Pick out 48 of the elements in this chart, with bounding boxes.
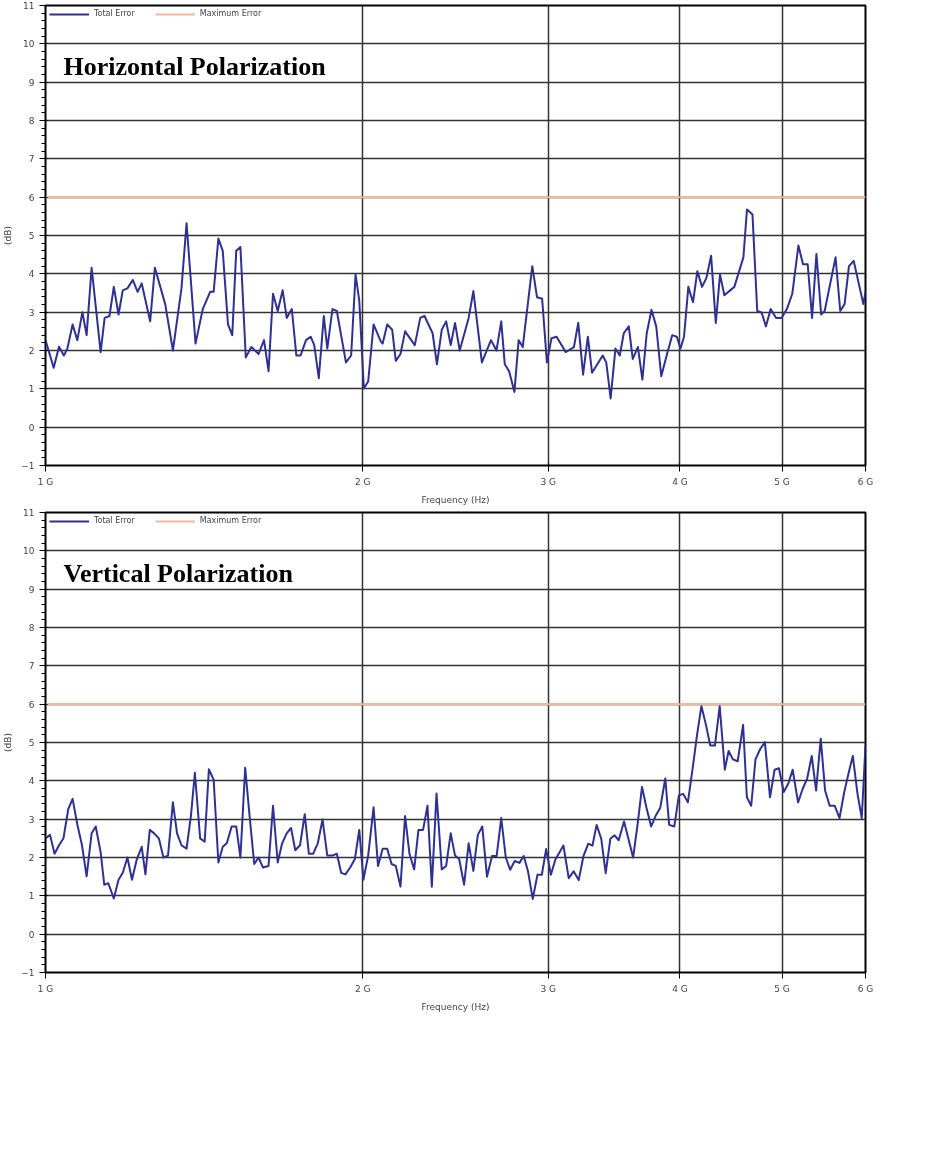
y-tick-label: 7: [28, 154, 35, 165]
x-tick-label: 1 G: [37, 983, 54, 994]
x-tick-label: 6 G: [857, 983, 874, 994]
y-tick-label: 9: [28, 584, 35, 595]
y-tick-label: 8: [28, 623, 35, 633]
x-tick-label: 5 G: [774, 983, 790, 994]
text: Vertical Polarization: [63, 558, 294, 588]
y-tick-label: 10: [23, 39, 35, 50]
x-tick-label: 2 G: [354, 476, 371, 487]
x-tick-label: 4 G: [672, 983, 688, 994]
text: Horizontal Polarization: [63, 51, 327, 81]
x-tick-label: 4 G: [672, 476, 688, 487]
y-tick-label: 6: [28, 699, 35, 710]
y-tick-label: 10: [23, 546, 35, 557]
legend-label: Total Error: [94, 9, 135, 18]
y-tick-label: 2: [28, 346, 35, 356]
y-tick-label: −1: [21, 968, 35, 978]
y-tick-label: 5: [28, 231, 35, 241]
y-tick-label: 3: [28, 307, 35, 318]
x-tick-label: 2 G: [354, 983, 371, 994]
legend-label: Maximum Error: [199, 9, 262, 18]
x-tick-label: 5 G: [774, 476, 790, 487]
x-axis-title: Frequency (Hz): [421, 494, 490, 505]
y-tick-label: 7: [28, 661, 35, 672]
x-tick-label: 1 G: [37, 476, 54, 487]
y-tick-label: 6: [28, 192, 35, 203]
y-tick-label: −1: [21, 461, 35, 471]
y-tick-label: 8: [28, 116, 35, 126]
y-tick-label: 0: [28, 422, 35, 433]
y-tick-label: 3: [28, 814, 35, 825]
y-tick-label: 9: [28, 77, 35, 88]
y-tick-label: 4: [28, 776, 35, 787]
y-tick-label: 1: [28, 891, 35, 902]
y-axis-title: (dB): [3, 733, 14, 752]
y-tick-label: 2: [28, 853, 35, 863]
y-tick-label: 5: [28, 738, 35, 748]
y-tick-label: 11: [23, 1, 35, 11]
y-tick-label: 11: [23, 508, 35, 518]
legend-label: Maximum Error: [199, 516, 262, 525]
legend-label: Total Error: [94, 516, 135, 525]
y-tick-label: 1: [28, 384, 35, 395]
x-tick-label: 3 G: [540, 476, 557, 487]
x-tick-label: 3 G: [540, 983, 557, 994]
y-axis-title: (dB): [3, 226, 14, 245]
x-tick-label: 6 G: [857, 476, 874, 487]
y-tick-label: 0: [28, 929, 35, 940]
x-axis-title: Frequency (Hz): [421, 1001, 490, 1012]
y-tick-label: 4: [28, 269, 35, 280]
